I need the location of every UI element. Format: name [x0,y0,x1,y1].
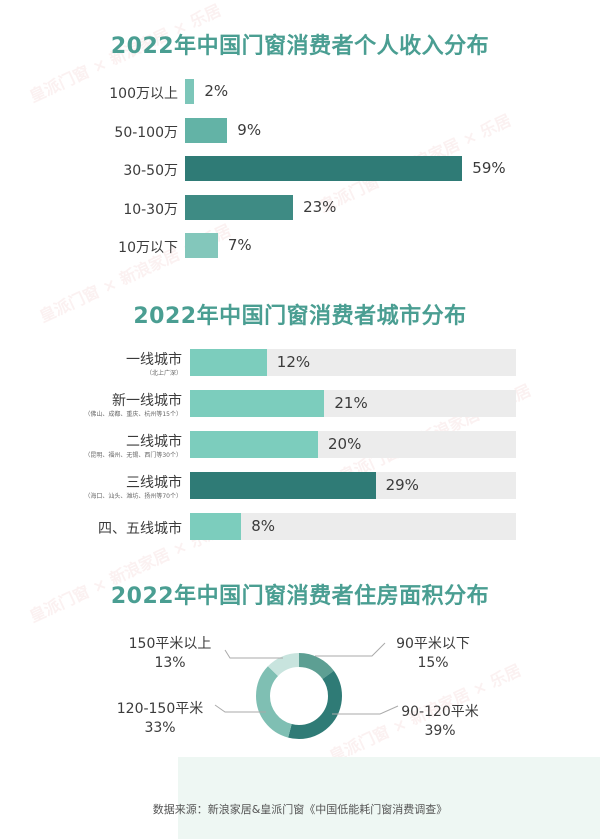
value-label: 21% [334,394,368,412]
donut-label: 120-150平米 33% [105,700,215,738]
bar [185,79,195,104]
bar [190,513,242,540]
donut-category: 90平米以下 [396,636,470,652]
bar [185,117,228,143]
data-source: 数据来源：新浪家居&皇派门窗《中国低能耗门窗消费调查》 [152,803,448,816]
chart-title-city: 2022年中国门窗消费者城市分布 [133,304,467,329]
donut-label: 150平米以上 13% [115,635,225,673]
category-label: 50-100万 [114,124,178,141]
donut-value: 33% [144,720,176,736]
bar [190,472,376,499]
category-label: 30-50万 [123,163,178,179]
donut-slice [256,653,342,739]
category-sublabel: （昆明、福州、无锡、西门等30个） [84,452,182,459]
leader-line [224,649,283,659]
bar [190,431,318,458]
bar [190,390,325,417]
donut-category: 90-120平米 [401,704,479,720]
value-label: 2% [204,82,229,100]
donut-slice [256,653,342,739]
category-label: 10-30万 [123,201,178,218]
value-label: 23% [303,197,337,216]
value-label: 59% [472,159,506,177]
category-label: 新一线城市 [112,393,182,409]
bar [185,233,218,258]
value-label: 12% [276,353,311,371]
category-label: 四、五线城市 [98,521,182,537]
chart-title-housing: 2022年中国门窗消费者住房面积分布 [110,584,490,609]
donut-category: 120-150平米 [116,701,204,717]
category-label: 100万以上 [109,86,178,102]
donut-value: 15% [417,655,449,671]
category-label: 10万以下 [118,240,178,256]
donut-label: 90-120平米 39% [385,703,495,741]
category-label: 二线城市 [126,434,182,450]
category-sublabel: （海口、汕头、潍坊、扬州等70个） [84,493,182,500]
donut-slice [256,653,342,739]
value-label: 9% [237,120,262,139]
footer-background [178,757,600,839]
leader-line [315,642,386,657]
donut-slice [256,653,342,739]
donut-value: 39% [424,723,456,739]
donut-category: 150平米以上 [128,636,212,652]
donut-label: 90平米以下 15% [378,635,488,673]
category-label: 一线城市 [126,352,182,368]
chart-title-income: 2022年中国门窗消费者个人收入分布 [110,34,490,59]
value-label: 29% [385,476,419,494]
bar [190,349,267,376]
value-label: 8% [251,517,275,535]
bar [185,194,294,220]
value-label: 7% [227,236,252,254]
value-label: 20% [328,435,362,453]
category-sublabel: （佛山、成都、重庆、杭州等15个） [84,411,182,418]
category-label: 三线城市 [126,475,182,491]
category-sublabel: （北上广深） [145,370,182,377]
leader-line [214,704,266,713]
bar [185,156,463,181]
donut-value: 13% [154,655,186,671]
bar-track [190,513,516,540]
